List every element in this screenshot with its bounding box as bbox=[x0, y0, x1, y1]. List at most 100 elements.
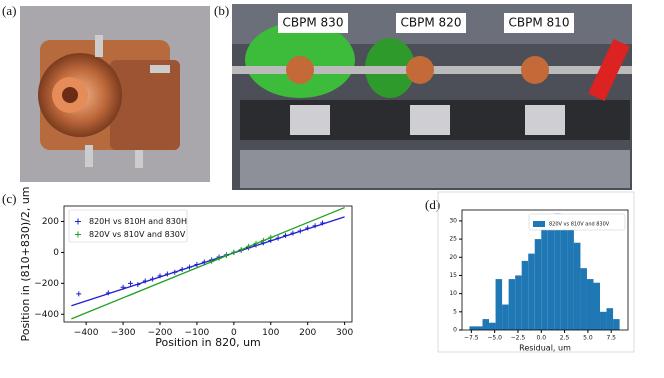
bar bbox=[502, 304, 509, 330]
x-tick-label: 5.0 bbox=[583, 335, 593, 342]
y-tick-label: 20 bbox=[449, 254, 457, 261]
y-tick-label: −200 bbox=[34, 279, 59, 289]
panel-label: (a) bbox=[2, 3, 16, 18]
point bbox=[253, 240, 259, 246]
bar bbox=[586, 279, 594, 330]
bar bbox=[508, 279, 516, 330]
x-tick-label: 300 bbox=[336, 328, 353, 338]
x-tick-label: 100 bbox=[262, 328, 279, 338]
y-tick-label: 10 bbox=[449, 290, 457, 297]
bar bbox=[560, 224, 568, 330]
point bbox=[209, 258, 215, 264]
x-tick-label: −100 bbox=[185, 328, 210, 338]
y-tick-label: 25 bbox=[449, 236, 457, 243]
legend-box bbox=[528, 213, 626, 231]
x-tick-label: −400 bbox=[74, 328, 99, 338]
y-tick-label: −400 bbox=[34, 310, 59, 320]
x-tick-label: 0 bbox=[231, 328, 237, 338]
plot-frame bbox=[461, 209, 629, 331]
point bbox=[231, 249, 237, 255]
x-tick-label: −5.0 bbox=[487, 335, 502, 342]
legend-marker bbox=[75, 218, 81, 225]
legend-label: 820H vs 810H and 830H bbox=[89, 217, 187, 226]
point bbox=[105, 290, 111, 296]
photo-label: CBPM 820 bbox=[401, 16, 462, 30]
bar bbox=[600, 311, 607, 330]
plot-frame bbox=[63, 205, 353, 323]
bar bbox=[469, 326, 476, 330]
photo-label: CBPM 810 bbox=[509, 16, 570, 30]
bar bbox=[495, 279, 503, 330]
photo-b: CBPM 830 CBPM 820 CBPM 810 bbox=[232, 4, 632, 190]
bar bbox=[515, 275, 522, 330]
x-tick-label: 200 bbox=[299, 328, 316, 338]
point bbox=[157, 273, 163, 279]
y-axis-title: Position in (810+830)/2, um bbox=[19, 186, 32, 341]
legend-marker bbox=[75, 231, 81, 238]
point bbox=[268, 234, 274, 240]
bar bbox=[489, 322, 496, 330]
point bbox=[142, 278, 148, 284]
panel-label: (b) bbox=[214, 3, 229, 18]
bar bbox=[534, 239, 542, 330]
y-tick-label: 0 bbox=[53, 248, 59, 258]
point bbox=[216, 255, 222, 261]
fit-line bbox=[71, 216, 345, 307]
bar bbox=[541, 217, 548, 330]
x-tick-label: 0.0 bbox=[536, 335, 546, 342]
fit-line bbox=[71, 206, 345, 320]
point bbox=[120, 284, 126, 290]
bar bbox=[482, 319, 490, 330]
y-tick-label: 0 bbox=[453, 327, 457, 334]
legend-label: 820V vs 810V and 830V bbox=[89, 230, 186, 239]
bar bbox=[580, 268, 587, 330]
point bbox=[283, 232, 289, 238]
bar bbox=[613, 319, 620, 330]
point bbox=[187, 264, 193, 270]
y-tick-label: 5 bbox=[453, 308, 457, 315]
point bbox=[194, 261, 200, 267]
x-tick-label: 7.5 bbox=[606, 335, 616, 342]
x-axis-title: Residual, um bbox=[519, 344, 571, 353]
point bbox=[76, 291, 82, 297]
point bbox=[179, 266, 185, 272]
bar bbox=[593, 282, 601, 330]
point bbox=[164, 271, 170, 277]
panel-frame bbox=[437, 191, 635, 353]
legend-label: 820V vs 810V and 830V bbox=[549, 222, 610, 228]
point bbox=[312, 223, 318, 229]
legend-box bbox=[68, 209, 188, 243]
point bbox=[305, 225, 311, 231]
bar bbox=[475, 326, 483, 330]
point bbox=[297, 228, 303, 234]
point bbox=[260, 237, 266, 243]
legend-marker bbox=[533, 221, 545, 227]
point bbox=[246, 243, 252, 249]
point bbox=[290, 230, 296, 236]
point bbox=[135, 282, 141, 288]
bar bbox=[547, 220, 555, 330]
point bbox=[201, 259, 207, 265]
photo-a bbox=[20, 6, 210, 182]
bar bbox=[573, 242, 581, 330]
point bbox=[172, 269, 178, 275]
panel-label: (d) bbox=[425, 197, 440, 212]
panel-label: (c) bbox=[2, 191, 16, 206]
x-axis-title: Position in 820, um bbox=[155, 336, 261, 349]
point bbox=[150, 276, 156, 282]
y-tick-label: 15 bbox=[449, 272, 457, 279]
bar bbox=[554, 213, 561, 330]
x-tick-label: −7.5 bbox=[464, 335, 479, 342]
bar bbox=[528, 253, 535, 330]
y-tick-label: 30 bbox=[449, 217, 457, 224]
point bbox=[319, 220, 325, 226]
x-tick-label: −300 bbox=[111, 328, 136, 338]
point bbox=[127, 280, 133, 286]
photo-label: CBPM 830 bbox=[283, 16, 344, 30]
x-tick-label: 2.5 bbox=[560, 335, 570, 342]
x-tick-label: −200 bbox=[148, 328, 173, 338]
charts: −400 −300 −200 −100 0 100 200 300−400−2000200Po… bbox=[19, 186, 629, 353]
point bbox=[238, 247, 244, 253]
bar bbox=[521, 260, 529, 330]
